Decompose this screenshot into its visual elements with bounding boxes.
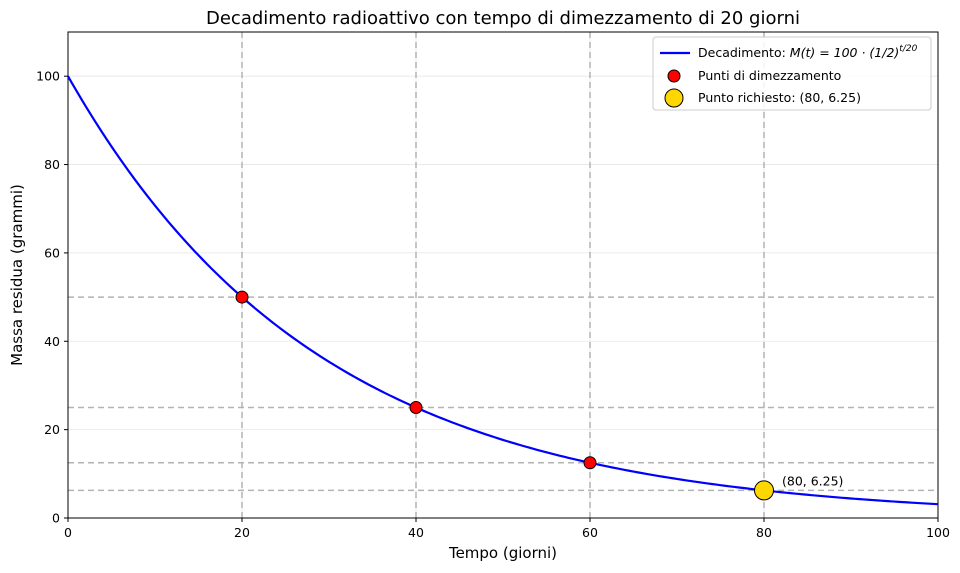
y-tick-label: 100 bbox=[36, 69, 60, 84]
axes bbox=[67, 31, 939, 519]
legend-decay-label: Decadimento: M(t) = 100 · (1/2)t/20 bbox=[698, 44, 918, 60]
x-tick-label: 60 bbox=[582, 525, 598, 540]
highlight-point bbox=[754, 480, 774, 501]
legend-frame bbox=[652, 36, 932, 111]
decay-curve bbox=[67, 75, 939, 506]
y-tick-label: 20 bbox=[44, 422, 60, 437]
y-tick-label: 60 bbox=[44, 245, 60, 260]
halving-point bbox=[409, 401, 423, 415]
y-tick-label: 0 bbox=[52, 511, 60, 526]
halving-point bbox=[583, 456, 597, 470]
legend-highlight-label: Punto richiesto: (80, 6.25) bbox=[698, 90, 861, 105]
ticks: 0 20 40 60 80 100 0 20 40 60 80 100 bbox=[36, 69, 950, 540]
legend-halving-swatch bbox=[667, 69, 681, 83]
x-axis-label: Tempo (giorni) bbox=[448, 544, 557, 562]
x-tick-label: 100 bbox=[926, 525, 950, 540]
x-tick-label: 80 bbox=[756, 525, 772, 540]
plot-frame bbox=[67, 31, 939, 519]
highlight-annotation: (80, 6.25) bbox=[782, 473, 843, 488]
x-tick-label: 0 bbox=[64, 525, 72, 540]
x-tick-label: 40 bbox=[408, 525, 424, 540]
halving-point bbox=[235, 290, 249, 304]
legend-halving-label: Punti di dimezzamento bbox=[698, 68, 841, 83]
points bbox=[235, 290, 774, 501]
chart-title: Decadimento radioattivo con tempo di dim… bbox=[206, 8, 800, 29]
legend: Decadimento: M(t) = 100 · (1/2)t/20 Punt… bbox=[652, 36, 932, 111]
y-tick-label: 40 bbox=[44, 334, 60, 349]
y-tick-label: 80 bbox=[44, 157, 60, 172]
y-axis-label: Massa residua (grammi) bbox=[8, 184, 26, 366]
reference-lines bbox=[68, 32, 938, 518]
legend-highlight-swatch bbox=[664, 88, 684, 108]
series bbox=[67, 75, 939, 506]
x-tick-label: 20 bbox=[234, 525, 250, 540]
